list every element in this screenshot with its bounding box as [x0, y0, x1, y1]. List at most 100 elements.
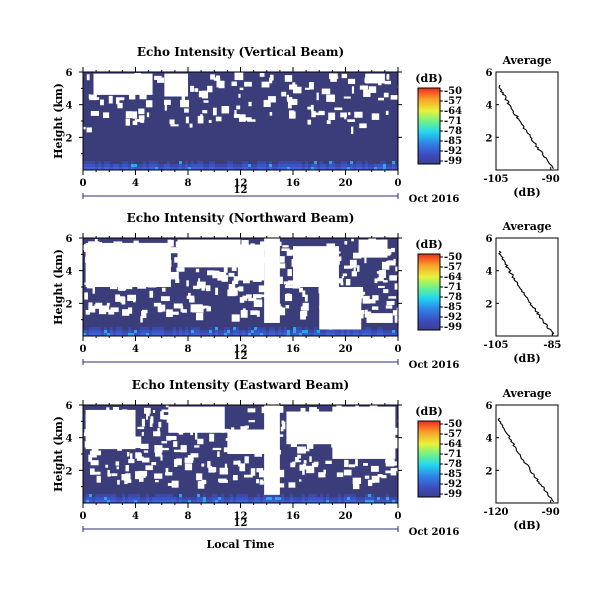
heatmap-cell [143, 327, 146, 330]
heatmap-cell [263, 164, 266, 167]
heatmap-cell [359, 161, 362, 164]
missing-cell [202, 110, 208, 114]
heatmap-cell [194, 497, 197, 500]
heatmap-cell [365, 330, 368, 333]
missing-cell [207, 461, 211, 468]
heatmap-cell [131, 333, 134, 336]
heatmap-cell [338, 497, 341, 500]
heatmap-cell [245, 330, 248, 333]
heatmap-cell [344, 497, 347, 500]
colorbar-tick-label: -64 [444, 439, 462, 450]
heatmap-cell [149, 500, 152, 503]
heatmap-cell [347, 164, 350, 167]
missing-cell [90, 460, 99, 466]
heatmap-cell [104, 167, 107, 170]
heatmap-cell [371, 494, 374, 497]
heatmap-cell [290, 164, 293, 167]
heatmap-cell [389, 167, 392, 170]
missing-cell [221, 428, 230, 433]
heatmap-cell [164, 167, 167, 170]
heatmap-cell [302, 497, 305, 500]
missing-cell [137, 426, 145, 430]
heatmap-cell [128, 167, 131, 170]
heatmap-cell [275, 333, 278, 336]
heatmap-cell [386, 164, 389, 167]
missing-cell [386, 300, 395, 305]
heatmap-cell [212, 330, 215, 333]
heatmap-cell [329, 330, 332, 333]
heatmap-cell [119, 500, 122, 503]
colorbar-tick-label: -92 [444, 146, 462, 157]
heatmap-cell [347, 497, 350, 500]
missing-patch [358, 239, 388, 258]
heatmap-cell [368, 167, 371, 170]
heatmap-cell [107, 500, 110, 503]
average-y-tick-label: 4 [486, 267, 493, 278]
heatmap-cell [320, 161, 323, 164]
x-tick-label: 20 [339, 178, 353, 189]
missing-cell [115, 294, 121, 302]
heatmap-cell [368, 330, 371, 333]
heatmap-cell [113, 167, 116, 170]
heatmap-cell [197, 167, 200, 170]
heatmap-cell [191, 161, 194, 164]
heatmap-cell [89, 330, 92, 333]
heatmap-cell [266, 500, 269, 503]
heatmap-cell [356, 330, 359, 333]
missing-cell [300, 310, 308, 317]
heatmap-cell [251, 333, 254, 336]
heatmap-cell [107, 330, 110, 333]
heatmap-cell [233, 167, 236, 170]
heatmap-cell [317, 164, 320, 167]
average-y-tick-label: 4 [486, 101, 493, 112]
missing-cell [111, 473, 118, 477]
missing-cell [395, 467, 403, 472]
heatmap-cell [368, 494, 371, 497]
heatmap-cell [209, 161, 212, 164]
missing-patch [332, 406, 396, 459]
missing-cell [240, 310, 248, 318]
missing-cell [392, 310, 400, 316]
missing-cell [385, 470, 394, 474]
heatmap-cell [224, 327, 227, 330]
heatmap-cell [341, 164, 344, 167]
heatmap-cell [101, 497, 104, 500]
heatmap-cell [176, 164, 179, 167]
heatmap-cell [203, 330, 206, 333]
heatmap-cell [380, 167, 383, 170]
x-axis-label: Local Time [207, 538, 275, 551]
heatmap-cell [305, 327, 308, 330]
heatmap-cell [302, 164, 305, 167]
missing-cell [211, 467, 217, 473]
heatmap-cell [173, 164, 176, 167]
heatmap-cell [137, 167, 140, 170]
colorbar-tick-label: -71 [444, 116, 462, 127]
heatmap-cell [308, 500, 311, 503]
colorbar-tick-label: -57 [444, 429, 462, 440]
heatmap-cell [209, 500, 212, 503]
missing-cell [88, 454, 93, 462]
heatmap-cell [374, 330, 377, 333]
missing-cell [284, 75, 293, 82]
missing-cell [243, 117, 252, 121]
missing-cell [286, 293, 291, 297]
missing-cell [219, 479, 228, 483]
missing-cell [138, 115, 145, 120]
heatmap-cell [140, 167, 143, 170]
average-y-tick-label: 2 [486, 133, 493, 144]
heatmap-cell [236, 327, 239, 330]
missing-cell [330, 77, 337, 82]
missing-cell [196, 473, 203, 481]
missing-cell [261, 294, 266, 298]
missing-cell [171, 311, 179, 315]
heatmap-cell [146, 494, 149, 497]
heatmap-cell [197, 494, 200, 497]
average-y-tick-label: 6 [486, 234, 493, 245]
heatmap-cell [86, 330, 89, 333]
heatmap-cell [86, 164, 89, 167]
missing-cell [145, 100, 153, 108]
heatmap-cell [167, 330, 170, 333]
missing-cell [259, 481, 264, 485]
heatmap-cell [395, 333, 398, 336]
missing-cell [343, 96, 351, 99]
